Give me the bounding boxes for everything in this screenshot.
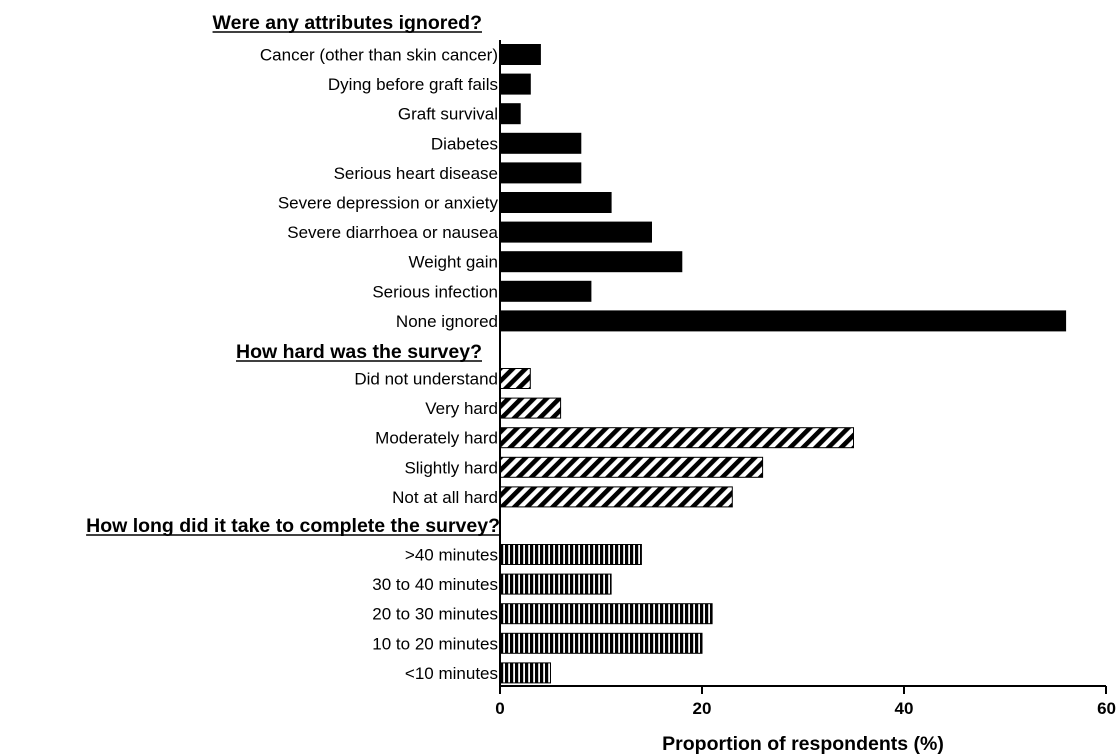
category-label: Serious infection	[372, 282, 498, 301]
bar	[499, 544, 642, 565]
category-label: >40 minutes	[405, 546, 498, 565]
x-axis-label: Proportion of respondents (%)	[662, 733, 944, 755]
bar	[499, 192, 612, 213]
category-label: Diabetes	[431, 134, 498, 153]
category-label: Cancer (other than skin cancer)	[260, 46, 498, 65]
bar	[499, 427, 854, 449]
category-label: Severe depression or anxiety	[278, 194, 499, 213]
x-tick-label: 0	[495, 699, 504, 718]
x-tick-label: 20	[693, 699, 712, 718]
bar	[499, 662, 551, 684]
bar	[499, 603, 713, 625]
category-label: 30 to 40 minutes	[372, 575, 498, 594]
group-heading: How hard was the survey?	[236, 341, 482, 363]
bar	[499, 573, 612, 595]
x-tick-label: 40	[895, 699, 914, 718]
bar	[499, 73, 531, 95]
bar	[499, 103, 521, 125]
category-label: 10 to 20 minutes	[372, 634, 498, 653]
bar	[499, 280, 592, 302]
category-label: Moderately hard	[375, 429, 498, 448]
bar	[499, 251, 683, 273]
group-heading: How long did it take to complete the sur…	[86, 515, 500, 537]
group-heading: Were any attributes ignored?	[213, 12, 482, 34]
category-label: Did not understand	[354, 370, 498, 389]
bar	[499, 632, 703, 654]
bar	[499, 221, 652, 243]
bar	[499, 310, 1067, 332]
bar	[499, 456, 764, 478]
bar	[499, 486, 733, 508]
category-label: Very hard	[425, 399, 498, 418]
category-label: <10 minutes	[405, 664, 498, 683]
category-label: Serious heart disease	[334, 164, 498, 183]
category-label: 20 to 30 minutes	[372, 605, 498, 624]
category-label: Dying before graft fails	[328, 75, 498, 94]
category-label: Not at all hard	[392, 488, 498, 507]
bar	[499, 162, 582, 184]
category-label: Weight gain	[409, 253, 498, 272]
bar	[499, 397, 562, 419]
category-label: None ignored	[396, 312, 498, 331]
bar	[499, 368, 531, 389]
category-label: Graft survival	[398, 105, 498, 124]
bar	[499, 44, 541, 65]
category-label: Slightly hard	[404, 458, 498, 477]
bar	[499, 132, 582, 154]
category-label: Severe diarrhoea or nausea	[287, 223, 498, 242]
x-tick-label: 60	[1097, 699, 1116, 718]
